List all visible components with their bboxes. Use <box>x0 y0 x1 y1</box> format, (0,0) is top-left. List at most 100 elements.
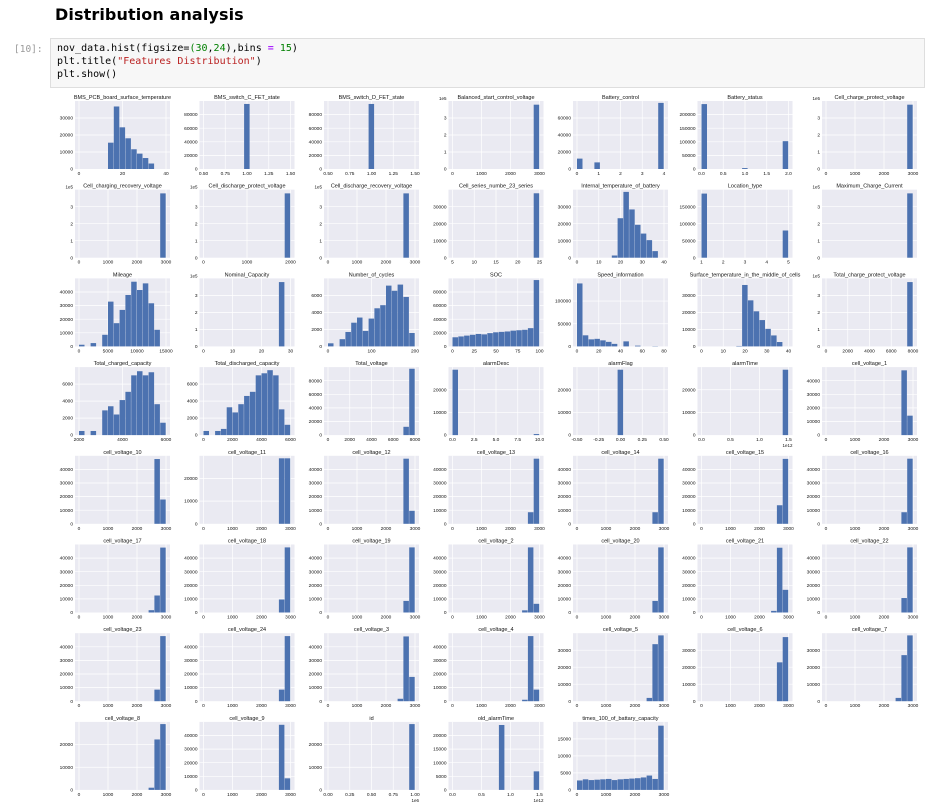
y-tick-label: 40000 <box>60 467 74 473</box>
histogram-bar <box>533 771 540 790</box>
x-tick-label: 0.75 <box>389 792 399 798</box>
x-tick-label: 1000 <box>476 615 487 621</box>
section-heading: Distribution analysis <box>55 5 244 24</box>
histogram-bar <box>606 778 612 790</box>
y-tick-label: 20000 <box>558 150 572 156</box>
y-tick-label: 0 <box>70 433 73 439</box>
plot-area <box>199 544 295 613</box>
x-tick-label: 100 <box>535 348 543 354</box>
histogram-bar <box>328 343 334 347</box>
histogram-bar <box>119 400 126 436</box>
x-tick-label: 3000 <box>161 703 172 709</box>
histogram-title: alarmFlag <box>608 361 632 367</box>
x-tick-label: 0.50 <box>659 437 669 443</box>
histogram-bar <box>658 102 664 169</box>
y-tick-label: 2000 <box>311 327 322 333</box>
y-tick-label: 6000 <box>62 382 73 388</box>
y-tick-label: 50000 <box>682 153 696 159</box>
histogram-bar <box>493 332 499 347</box>
histogram-bar <box>386 285 392 347</box>
histogram-bar <box>617 779 624 790</box>
x-tick-label: 0.00 <box>323 792 333 798</box>
x-tick-label: 1000 <box>103 260 114 266</box>
y-tick-label: 30000 <box>558 569 572 575</box>
y-tick-label: 20000 <box>682 665 696 671</box>
y-tick-label: 2 <box>444 133 447 139</box>
x-tick-label: 5000 <box>103 348 114 354</box>
histogram-bar <box>504 331 511 347</box>
x-tick-label: 2000 <box>505 526 516 532</box>
x-tick-label: 3000 <box>161 526 172 532</box>
y-tick-label: 0 <box>693 610 696 616</box>
y-tick-label: 0 <box>817 167 820 173</box>
x-tick-label: 2000 <box>285 260 296 266</box>
histogram-bar <box>113 323 120 347</box>
plot-area <box>573 544 668 613</box>
x-tick-label: 3 <box>641 171 644 177</box>
y-tick-label: 0 <box>568 788 571 794</box>
y-tick-label: 0 <box>568 167 571 173</box>
histogram-bar <box>284 547 291 613</box>
axis-offset-label: 1e5 <box>812 96 820 101</box>
y-tick-label: 40000 <box>309 406 323 412</box>
x-tick-label: 20 <box>259 348 265 354</box>
x-tick-label: 2000 <box>256 526 267 532</box>
histogram-panel: cell_voltage_22 0 10000 20000 30000 40000 0 100… <box>807 539 919 621</box>
histogram-title: cell_voltage_10 <box>103 450 141 456</box>
histogram-title: Total_charged_capacity <box>94 361 152 367</box>
histogram-panel: Battery_control 0 20000 40000 60000 0 1 2 3 4 <box>558 95 668 177</box>
y-tick-label: 0 <box>70 699 73 705</box>
y-tick-label: 0 <box>319 167 322 173</box>
x-tick-label: 1000 <box>103 703 114 709</box>
axis-offset-label: 1e5 <box>812 273 820 278</box>
histogram-panel: times_100_of_battary_capacity05000100001… <box>558 716 670 798</box>
y-tick-label: 20000 <box>807 583 821 589</box>
y-tick-label: 0 <box>70 610 73 616</box>
x-tick-label: 0 <box>825 615 828 621</box>
x-tick-label: 0.50 <box>323 171 333 177</box>
histogram-bar <box>901 370 907 436</box>
histogram-bar <box>776 662 783 702</box>
x-tick-label: 0.0 <box>449 437 456 443</box>
histogram-bar <box>409 676 415 702</box>
x-tick-label: 3000 <box>659 526 670 532</box>
x-tick-label: 1000 <box>476 171 487 177</box>
histogram-bar <box>652 251 658 258</box>
x-tick-label: 1000 <box>725 615 736 621</box>
y-tick-label: 10000 <box>682 410 696 416</box>
histogram-panel: cell_voltage_8 0 10000 20000 0 1000 2000 3000 <box>60 716 172 798</box>
x-tick-label: 0 <box>202 703 205 709</box>
y-tick-label: 20000 <box>682 310 696 316</box>
y-tick-label: 20000 <box>433 672 447 678</box>
histogram-bar <box>125 391 131 436</box>
y-tick-label: 150000 <box>679 204 695 210</box>
histogram-bar <box>278 458 285 524</box>
x-tick-label: 0 <box>451 348 454 354</box>
y-tick-label: 0 <box>568 433 571 439</box>
histogram-bar <box>907 104 913 169</box>
histogram-panel: cell_voltage_2 0 10000 20000 30000 40000 0 1000… <box>433 539 545 621</box>
y-tick-label: 30000 <box>433 658 447 664</box>
x-tick-label: 2000 <box>630 792 641 798</box>
x-tick-label: 8000 <box>410 437 421 443</box>
y-tick-label: 60000 <box>433 303 447 309</box>
code-text[interactable]: nov_data.hist(figsize=(30,24),bins = 15)… <box>51 39 924 84</box>
histogram-bar <box>220 428 227 436</box>
histogram-bar <box>232 412 238 436</box>
histogram-panel: cell_voltage_21 0 10000 20000 30000 40000 0 100… <box>682 539 794 621</box>
code-cell[interactable]: nov_data.hist(figsize=(30,24),bins = 15)… <box>50 38 925 88</box>
histogram-panel: cell_voltage_11 0 10000 20000 0 1000 2000 3000 <box>184 450 296 532</box>
histogram-bar <box>907 193 913 258</box>
histogram-title: cell_voltage_23 <box>103 627 141 633</box>
y-tick-label: 3 <box>319 204 322 210</box>
code-token: ),bins <box>225 43 268 54</box>
cell-prompt: [10]: <box>14 44 43 55</box>
y-tick-label: 30000 <box>558 481 572 487</box>
histogram-bar <box>357 317 363 347</box>
x-tick-label: 0 <box>825 348 828 354</box>
y-tick-label: 60000 <box>309 392 323 398</box>
y-tick-label: 40000 <box>433 467 447 473</box>
histogram-title: Total_charge_protect_voltage <box>833 272 905 278</box>
histogram-panel: BMS_switch_D_FET_state 0 20000 40000 60000 80… <box>309 95 420 177</box>
x-tick-label: 20 <box>596 348 602 354</box>
